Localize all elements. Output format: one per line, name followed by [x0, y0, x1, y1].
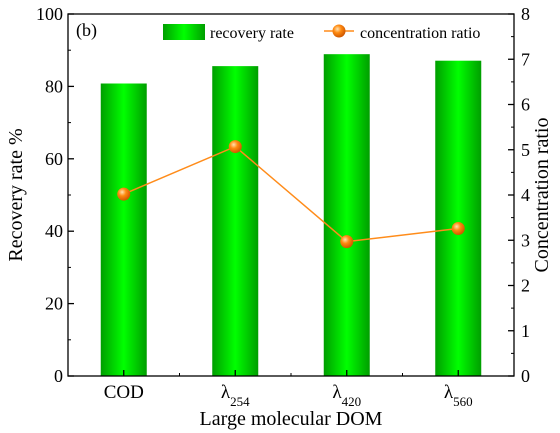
- left-axis-ticks: 0 20 40 60 80 100: [36, 4, 74, 386]
- concentration-ratio-point-3: [340, 235, 354, 249]
- left-tick-label: 60: [45, 149, 63, 169]
- right-tick-label: 5: [521, 140, 530, 160]
- x-axis-ticks: COD λ254 λ420 λ560: [104, 370, 473, 409]
- bar-3: [323, 54, 370, 376]
- legend-bar-swatch: [163, 24, 205, 40]
- right-axis-label: Concentration ratio: [531, 118, 553, 273]
- right-tick-label: 7: [521, 49, 530, 69]
- concentration-ratio-point-2: [228, 140, 242, 154]
- legend-label-recovery-rate: recovery rate: [210, 25, 294, 42]
- legend: recovery rate concentration ratio: [163, 24, 480, 42]
- left-axis-label: Recovery rate %: [5, 128, 27, 261]
- bar-1: [100, 83, 147, 376]
- left-tick-label: 100: [36, 4, 63, 24]
- right-tick-label: 8: [521, 4, 530, 24]
- legend-marker-swatch: [332, 24, 346, 38]
- bar-4: [435, 60, 482, 376]
- left-tick-label: 40: [45, 221, 63, 241]
- right-tick-label: 2: [521, 276, 530, 296]
- left-tick-label: 20: [45, 294, 63, 314]
- legend-label-concentration-ratio: concentration ratio: [360, 25, 480, 42]
- panel-label: (b): [76, 20, 97, 41]
- left-tick-label: 80: [45, 76, 63, 96]
- x-tick-label: λ254: [221, 382, 250, 409]
- x-tick-label: λ560: [444, 382, 473, 409]
- x-axis-label: Large molecular DOM: [200, 408, 383, 430]
- concentration-ratio-point-1: [117, 187, 131, 201]
- bar-2: [212, 66, 259, 377]
- concentration-ratio-line: [123, 145, 459, 243]
- right-tick-label: 3: [521, 230, 530, 250]
- right-tick-label: 0: [521, 366, 530, 386]
- right-tick-label: 4: [521, 185, 530, 205]
- x-tick-label: λ420: [332, 382, 361, 409]
- right-tick-label: 6: [521, 95, 530, 115]
- x-tick-label: COD: [104, 382, 144, 403]
- right-axis-ticks: 0 1 2 3 4 5 6 7 8: [508, 4, 530, 386]
- concentration-ratio-point-4: [451, 221, 465, 235]
- bars-layer: [100, 54, 482, 377]
- concentration-line-layer: [117, 140, 465, 249]
- right-tick-label: 1: [521, 321, 530, 341]
- left-tick-label: 0: [54, 366, 63, 386]
